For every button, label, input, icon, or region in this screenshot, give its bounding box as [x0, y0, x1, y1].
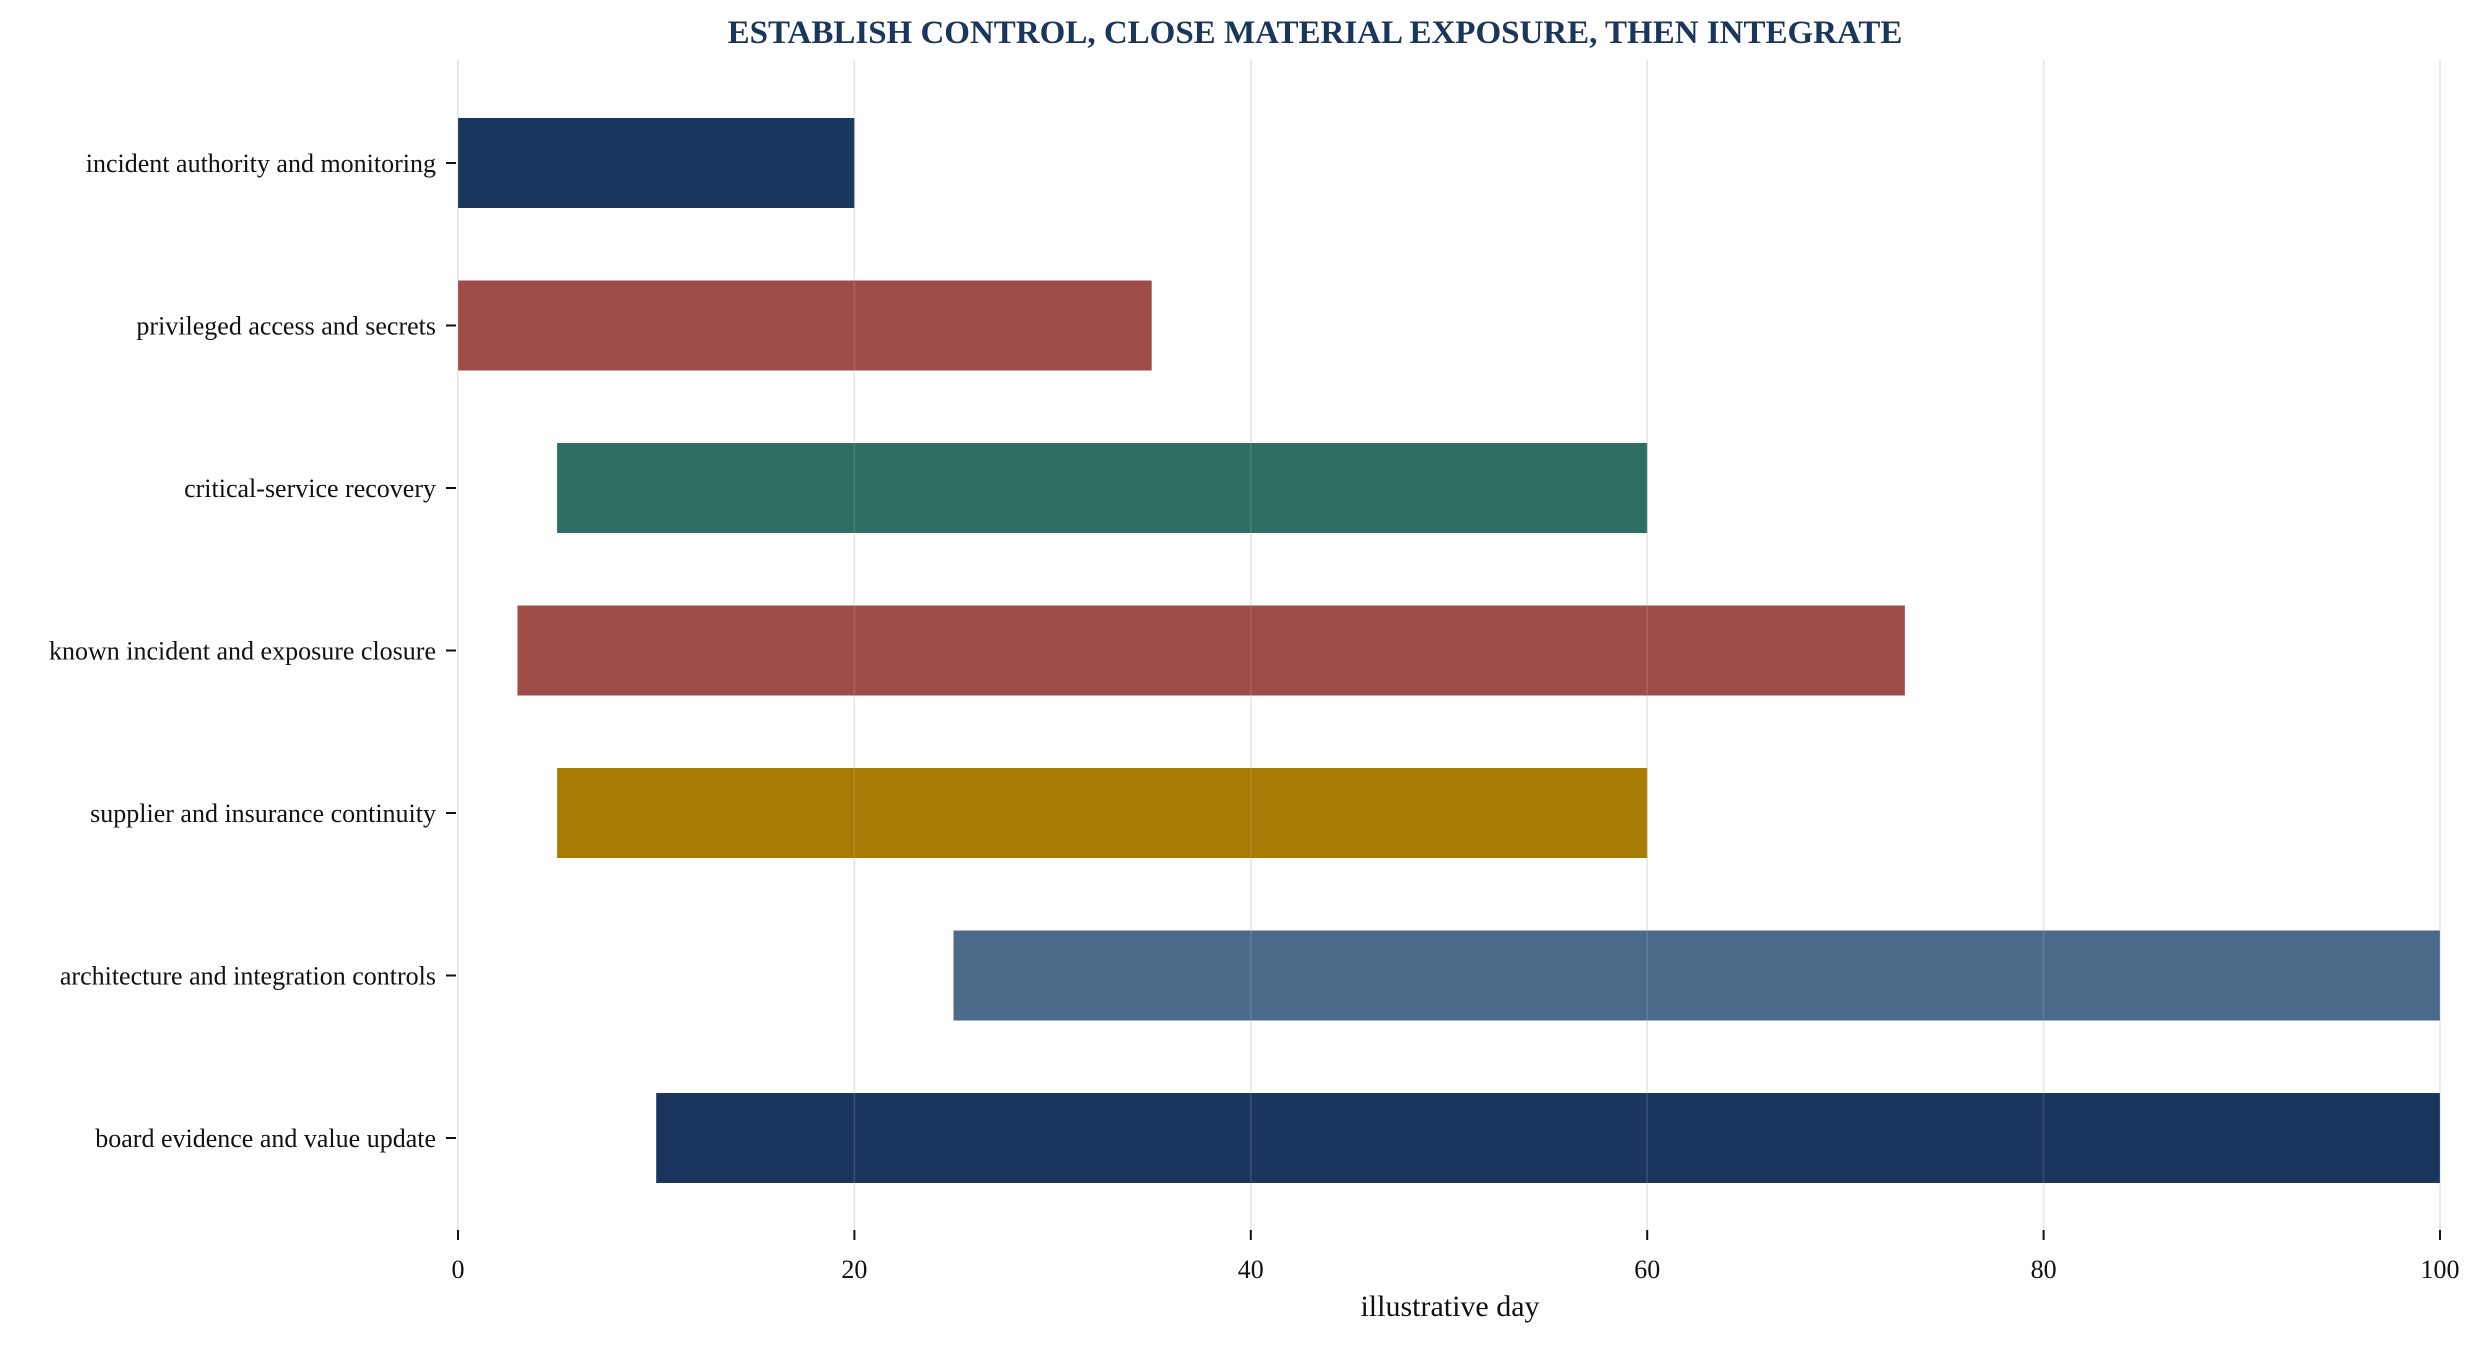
bar-1 — [458, 280, 1152, 371]
x-axis-label: illustrative day — [1360, 1290, 1539, 1323]
x-tick-label: 100 — [2421, 1255, 2460, 1284]
y-tick-label: privileged access and secrets — [136, 312, 436, 341]
bar-4 — [557, 768, 1648, 858]
y-tick-label: incident authority and monitoring — [86, 149, 436, 178]
bar-0 — [458, 118, 855, 208]
bar-layer — [458, 118, 2441, 1183]
y-tick-label: board evidence and value update — [95, 1124, 436, 1153]
bar-2 — [557, 443, 1648, 533]
chart-title: ESTABLISH CONTROL, CLOSE MATERIAL EXPOSU… — [728, 15, 1903, 51]
gridline-overlay — [457, 60, 2441, 1230]
x-axis: 0 20 40 60 80 100 — [452, 1230, 2460, 1284]
y-tick-label: known incident and exposure closure — [49, 637, 436, 666]
bar-6 — [656, 1093, 2441, 1183]
y-axis: incident authority and monitoring privile… — [49, 149, 456, 1153]
y-tick-label: critical-service recovery — [184, 474, 436, 503]
x-tick-label: 80 — [2031, 1255, 2057, 1284]
x-tick-label: 40 — [1238, 1255, 1264, 1284]
bar-5 — [953, 930, 2440, 1021]
y-tick-label: architecture and integration controls — [60, 962, 436, 991]
y-tick-label: supplier and insurance continuity — [90, 799, 436, 828]
x-tick-label: 20 — [841, 1255, 867, 1284]
x-tick-label: 0 — [452, 1255, 465, 1284]
bar-3 — [517, 605, 1905, 696]
x-tick-label: 60 — [1634, 1255, 1660, 1284]
